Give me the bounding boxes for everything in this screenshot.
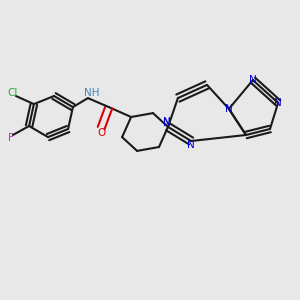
Text: Cl: Cl [8, 88, 18, 98]
Text: O: O [97, 128, 105, 138]
Text: NH: NH [84, 88, 100, 98]
Text: N: N [225, 104, 233, 114]
Text: N: N [249, 75, 257, 85]
Text: N: N [274, 98, 282, 108]
Text: N: N [187, 140, 195, 150]
Text: F: F [8, 133, 14, 143]
Text: N: N [163, 117, 170, 128]
Text: N: N [163, 118, 170, 128]
